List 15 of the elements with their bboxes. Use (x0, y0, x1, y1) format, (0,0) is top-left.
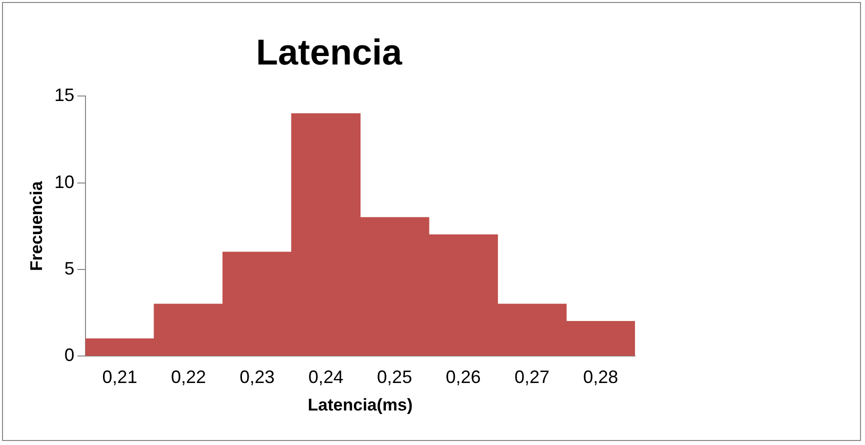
x-tick-label: 0,23 (240, 366, 275, 387)
x-tick-label: 0,25 (377, 366, 412, 387)
x-tick-label: 0,22 (170, 366, 206, 387)
y-tick-label: 5 (64, 258, 74, 278)
y-tick-label: 0 (64, 344, 74, 365)
x-tick-label: 0,27 (514, 366, 550, 387)
x-tick-label: 0,24 (308, 366, 344, 387)
x-tick-label: 0,28 (583, 366, 618, 387)
x-tick-label: 0,21 (102, 366, 138, 387)
x-tick-label: 0,26 (446, 366, 481, 387)
y-axis-title: Frecuencia (26, 180, 46, 271)
chart-title: Latencia (256, 32, 404, 73)
x-axis-title: Latencia(ms) (308, 395, 413, 414)
y-tick-label: 15 (54, 85, 74, 106)
y-tick-label: 10 (54, 172, 74, 192)
